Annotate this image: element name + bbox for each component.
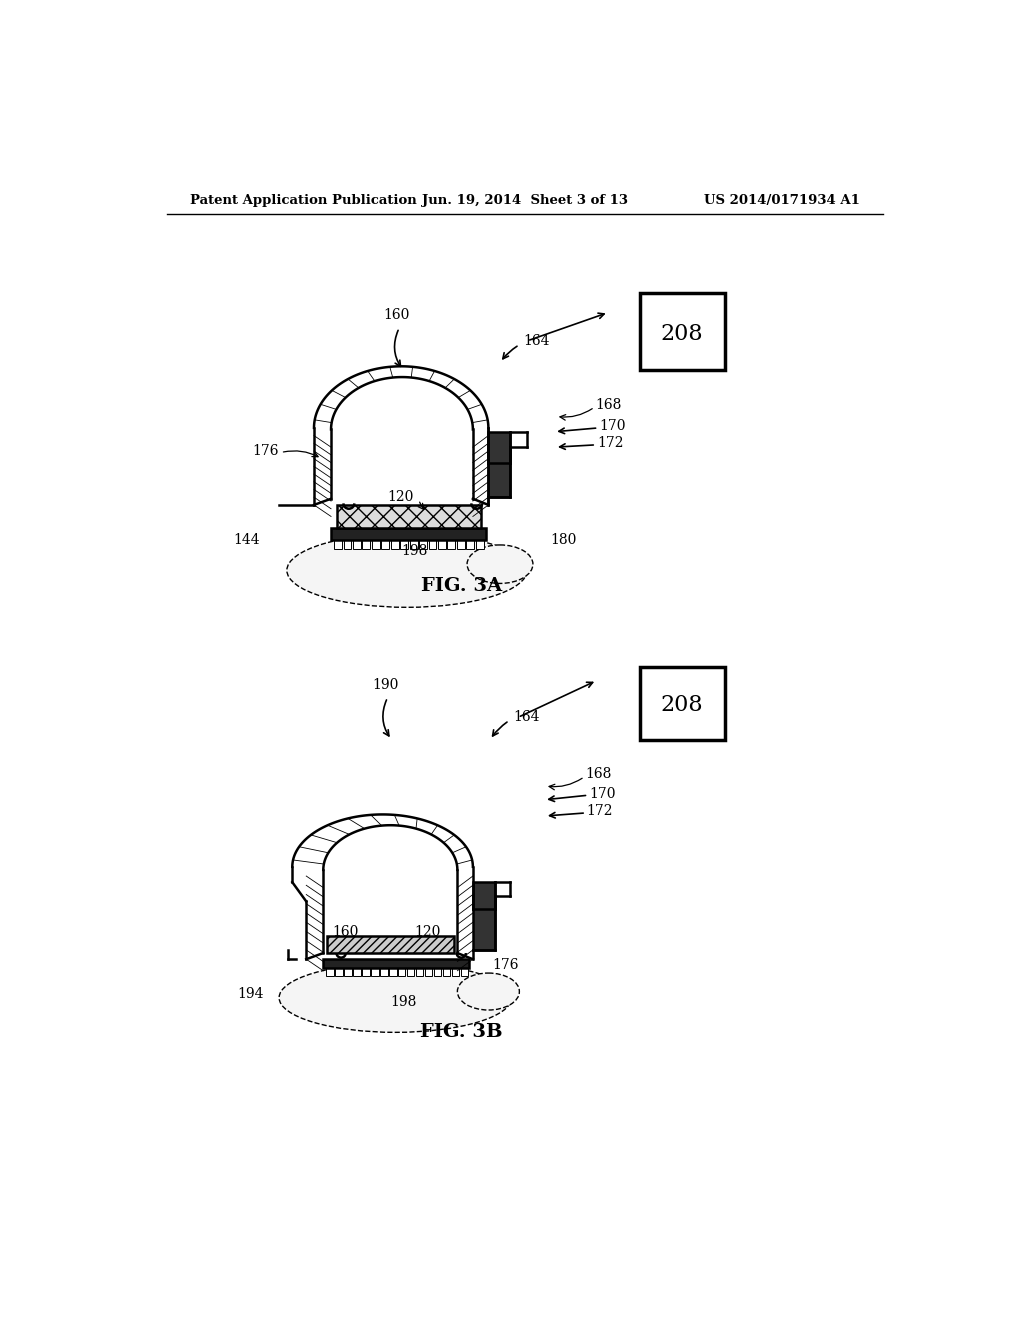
Text: 160: 160	[384, 309, 411, 322]
Text: 170: 170	[599, 420, 626, 433]
Bar	[476, 540, 483, 549]
Bar	[391, 540, 398, 549]
Text: 176: 176	[493, 958, 519, 973]
Text: 198: 198	[401, 544, 428, 558]
Bar	[429, 540, 436, 549]
Text: 172: 172	[587, 804, 613, 818]
Bar	[419, 540, 427, 549]
Text: 160: 160	[333, 925, 359, 940]
Bar	[438, 540, 445, 549]
Bar	[389, 969, 396, 975]
Bar	[408, 969, 415, 975]
Bar	[362, 969, 370, 975]
Text: 164: 164	[513, 710, 540, 725]
FancyBboxPatch shape	[640, 293, 725, 370]
Bar	[473, 896, 495, 909]
Text: 180: 180	[550, 532, 577, 546]
Text: FIG. 3B: FIG. 3B	[420, 1023, 503, 1041]
Text: 168: 168	[595, 397, 622, 412]
Bar	[473, 882, 495, 950]
Bar	[443, 969, 451, 975]
Bar	[410, 540, 418, 549]
Bar	[488, 447, 510, 462]
Text: 198: 198	[390, 994, 417, 1008]
Bar	[336, 969, 343, 975]
Bar	[425, 969, 432, 975]
Bar	[362, 540, 371, 549]
Text: FIG. 3A: FIG. 3A	[421, 577, 502, 595]
Ellipse shape	[287, 533, 527, 607]
Bar	[353, 540, 360, 549]
Text: 164: 164	[523, 334, 550, 348]
Ellipse shape	[458, 973, 519, 1010]
Text: 176: 176	[253, 444, 280, 458]
Bar	[327, 969, 334, 975]
Bar	[457, 540, 465, 549]
Bar	[400, 540, 409, 549]
Bar	[381, 540, 389, 549]
Text: 170: 170	[589, 787, 615, 801]
Bar	[372, 969, 379, 975]
Text: Patent Application Publication: Patent Application Publication	[190, 194, 417, 207]
Text: Jun. 19, 2014  Sheet 3 of 13: Jun. 19, 2014 Sheet 3 of 13	[422, 194, 628, 207]
Bar	[434, 969, 441, 975]
Text: 144: 144	[233, 532, 260, 546]
Text: 190: 190	[372, 678, 398, 692]
Bar	[452, 969, 460, 975]
Bar	[447, 540, 456, 549]
Text: 208: 208	[660, 323, 703, 345]
Bar	[416, 969, 423, 975]
Bar	[380, 969, 387, 975]
Bar	[334, 540, 342, 549]
Ellipse shape	[280, 964, 512, 1032]
Ellipse shape	[467, 545, 532, 583]
Bar	[344, 969, 351, 975]
Bar	[353, 969, 360, 975]
Bar	[466, 540, 474, 549]
Bar	[328, 936, 454, 953]
Text: 120: 120	[387, 490, 414, 504]
Bar	[488, 432, 510, 498]
Text: 168: 168	[586, 767, 611, 781]
Bar	[372, 540, 380, 549]
Text: US 2014/0171934 A1: US 2014/0171934 A1	[703, 194, 859, 207]
Bar	[337, 506, 480, 528]
Bar	[324, 960, 469, 969]
Bar	[344, 540, 351, 549]
Text: 208: 208	[660, 694, 703, 715]
Text: 194: 194	[238, 987, 263, 1001]
Bar	[398, 969, 406, 975]
Text: 120: 120	[415, 925, 441, 940]
Text: 172: 172	[597, 437, 624, 450]
Bar	[461, 969, 468, 975]
Bar	[331, 528, 486, 540]
FancyBboxPatch shape	[640, 667, 725, 739]
